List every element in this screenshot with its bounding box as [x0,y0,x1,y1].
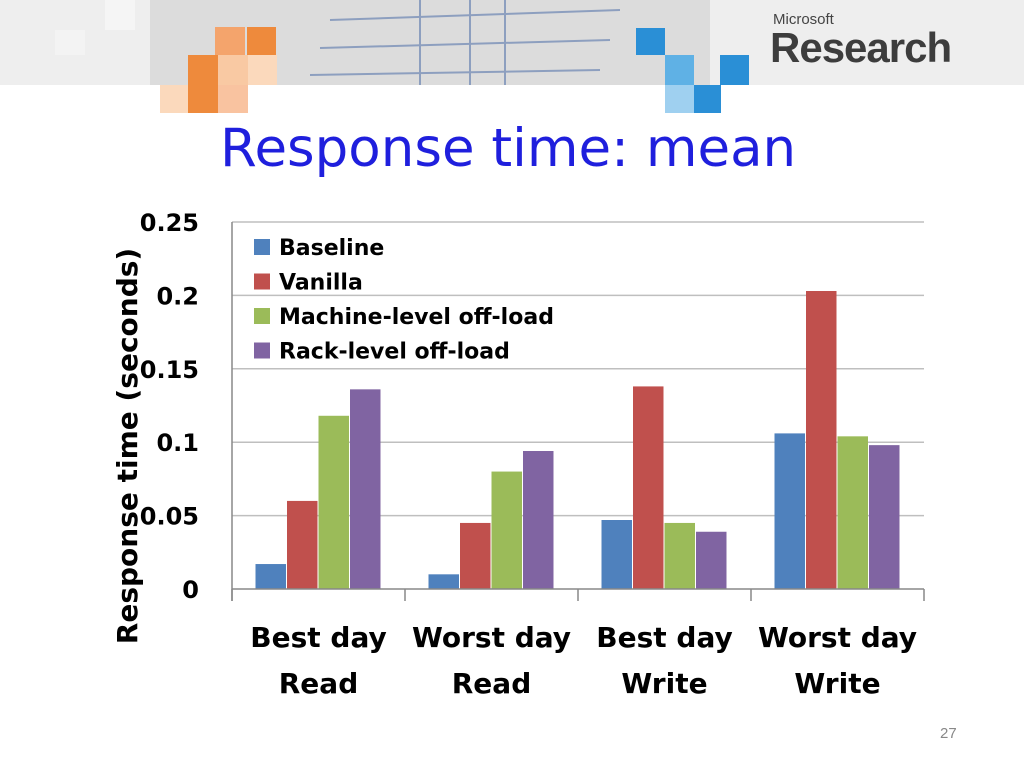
mosaic-squares-left [55,0,277,113]
legend-swatch [254,273,270,290]
bar-baseline [255,564,286,589]
legend-swatch [254,308,270,324]
y-tick-label: 0.1 [156,429,199,457]
x-tick-label: Write [794,667,880,700]
bar-machine-level-off-load [491,471,522,589]
bar-baseline [774,433,805,589]
bar-machine-level-off-load [837,436,868,589]
bar-machine-level-off-load [664,522,695,589]
bar-baseline [428,574,459,589]
y-tick-label: 0.15 [140,356,199,384]
y-tick-label: 0.2 [156,282,199,310]
legend-swatch [254,342,270,359]
bar-baseline [601,520,632,589]
x-tick-label: Read [279,667,359,700]
bars [255,290,900,589]
x-tick-label: Worst day [412,621,571,654]
bar-vanilla [806,290,837,589]
logo-research-text: Research [770,24,952,71]
x-tick-label: Write [621,667,707,700]
bar-rack-level-off-load [869,445,900,589]
header-banner [0,0,1024,115]
page-number: 27 [940,725,957,742]
legend-label: Vanilla [279,271,363,296]
mosaic-squares-right [636,28,749,113]
legend-label: Baseline [279,236,384,261]
legend: Baseline Vanilla Machine-level off-load Rac… [254,236,554,365]
y-tick-label: 0.05 [140,503,199,531]
bar-machine-level-off-load [318,415,349,589]
y-tick-label: 0 [182,576,199,604]
legend-label: Machine-level off-load [279,305,554,330]
x-tick-label: Best day [250,621,386,654]
x-tick-labels: Best day Read Worst day Read Best day Write Wo… [250,621,917,700]
y-axis-label: Response time (seconds) [111,248,144,644]
axes [231,222,925,601]
y-tick-labels: 0 0.05 0.1 0.15 0.2 0.25 [140,209,199,604]
bar-rack-level-off-load [350,389,381,589]
whiteboard-sketch [309,0,621,85]
y-tick-label: 0.25 [140,209,199,237]
bar-rack-level-off-load [696,531,727,589]
bar-vanilla [633,386,664,589]
x-tick-label: Best day [596,621,732,654]
bar-vanilla [287,500,318,589]
slide-title: Response time: mean [220,118,797,179]
bar-vanilla [460,522,491,589]
x-tick-label: Worst day [758,621,917,654]
x-tick-label: Read [452,667,532,700]
legend-label: Rack-level off-load [279,340,510,365]
bar-rack-level-off-load [523,451,554,589]
logo-microsoft-text: Microsoft [773,11,834,28]
legend-swatch [254,239,270,255]
